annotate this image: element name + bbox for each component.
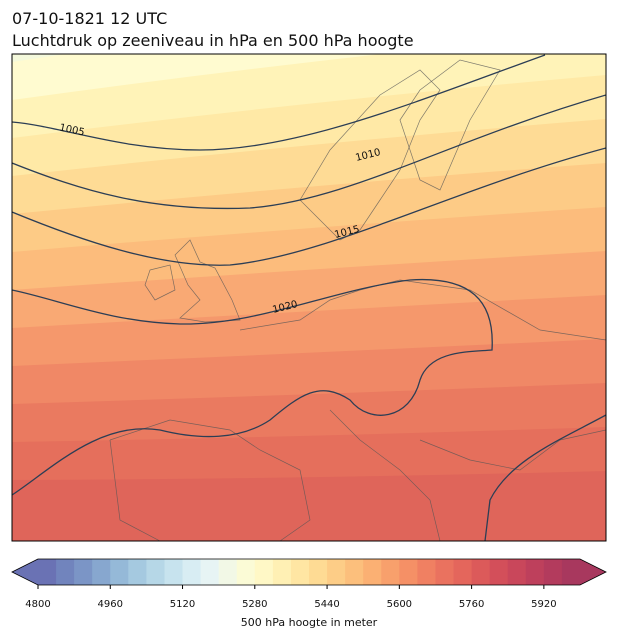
colorbar-extend-high [580, 559, 606, 585]
colorbar-swatch [254, 559, 274, 585]
isobar [484, 414, 606, 541]
colorbar-swatch [471, 559, 491, 585]
isobar [12, 278, 493, 496]
title: 07-10-1821 12 UTC [12, 9, 167, 28]
isobar [12, 147, 606, 266]
colorbar-swatch [561, 559, 581, 585]
colorbar-tick-label: 5920 [531, 599, 556, 610]
isobar [12, 54, 546, 151]
colorbar-swatch [453, 559, 473, 585]
colorbar-swatch [182, 559, 202, 585]
colorbar-swatch [507, 559, 527, 585]
colorbar-swatch [164, 559, 184, 585]
colorbar-swatch [146, 559, 165, 585]
isobar-label: 1005 [58, 122, 85, 138]
colorbar-swatch [309, 559, 328, 585]
colorbar-tick-label: 5600 [387, 599, 412, 610]
colorbar-tick-label: 5760 [459, 599, 484, 610]
colorbar-swatch [38, 559, 57, 585]
colorbar-swatch [363, 559, 382, 585]
colorbar-swatch [417, 559, 436, 585]
colorbar-swatch [381, 559, 400, 585]
colorbar-swatch [128, 559, 147, 585]
colorbar-swatch [272, 559, 292, 585]
isobar [12, 94, 606, 210]
colorbar-tick-label: 5280 [242, 599, 267, 610]
colorbar-swatch [236, 559, 256, 585]
colorbar-swatch [435, 559, 455, 585]
colorbar-swatch [290, 559, 310, 585]
subtitle: Luchtdruk op zeeniveau in hPa en 500 hPa… [12, 31, 414, 50]
colorbar-swatch [218, 559, 238, 585]
colorbar-swatch [345, 559, 364, 585]
colorbar-swatch [525, 559, 545, 585]
colorbar-tick-label: 4960 [98, 599, 123, 610]
colorbar-swatch [327, 559, 346, 585]
colorbar-swatch [56, 559, 75, 585]
colorbar-swatch [110, 559, 129, 585]
colorbar-swatch [543, 559, 563, 585]
colorbar-swatch [489, 559, 509, 585]
map-frame [11, 53, 607, 542]
colorbar-outline [11, 558, 607, 586]
colorbar-label: 500 hPa hoogte in meter [241, 616, 378, 629]
colorbar-swatch [399, 559, 418, 585]
colorbar-swatch [74, 559, 93, 585]
colorbar-tick-label: 5120 [170, 599, 195, 610]
coastlines [109, 59, 606, 541]
height-band [12, 471, 606, 541]
colorbar-swatch [200, 559, 220, 585]
colorbar-tick-label: 5440 [314, 599, 339, 610]
colorbar-tick-label: 4800 [25, 599, 50, 610]
colorbar: 4800 4960 5120 5280 5440 5600 5760 5920 500 hPa … [11, 558, 607, 629]
colorbar-extend-low [12, 559, 38, 585]
colorbar-swatch [92, 559, 111, 585]
